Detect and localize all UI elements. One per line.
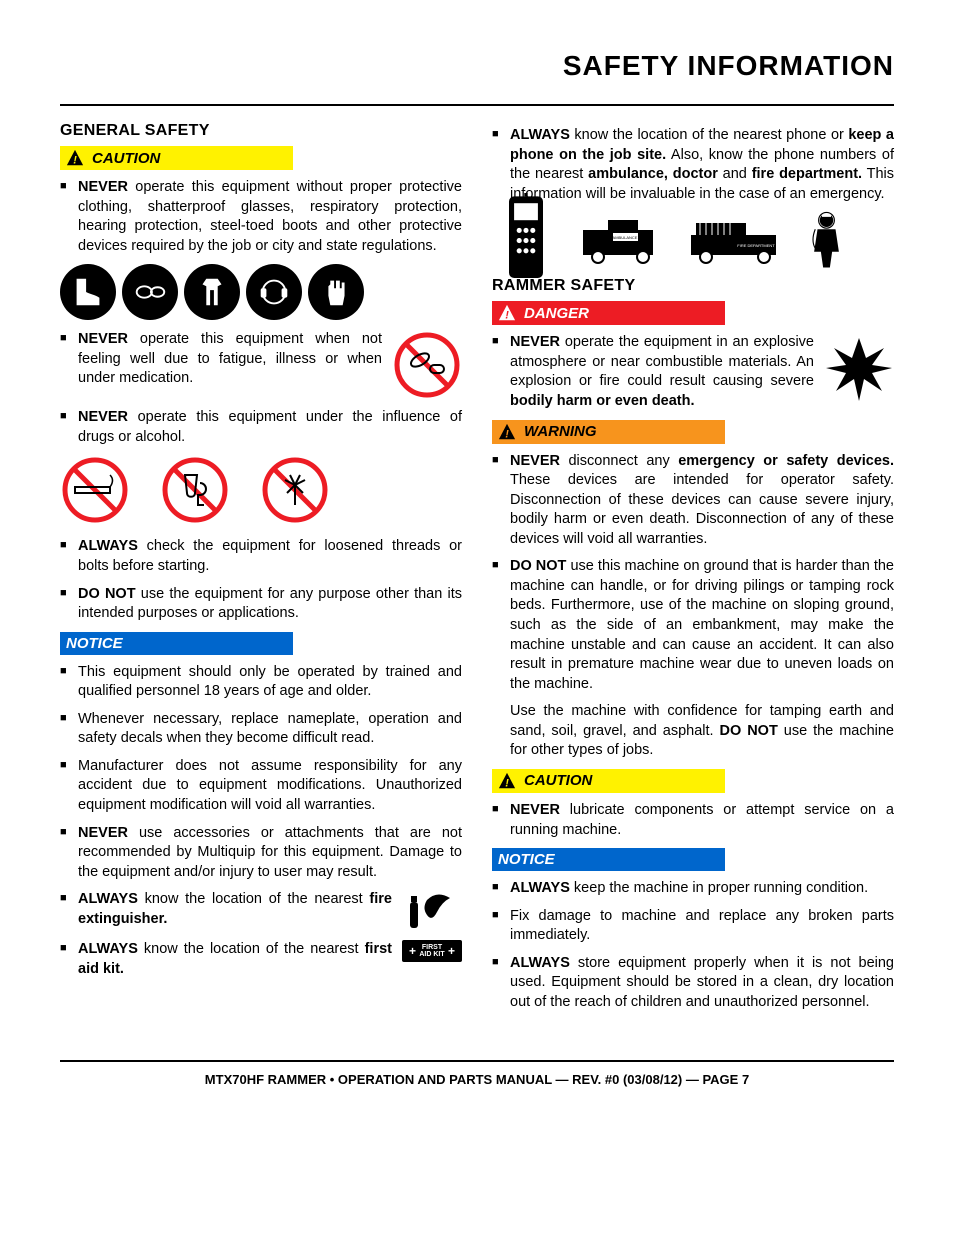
list-item: NEVER use accessories or attachments tha… bbox=[60, 824, 462, 883]
first-aid-icon: +FIRST AID KIT+ bbox=[402, 940, 462, 962]
emergency-services-row: AMBULANCE FIRE DEPARTMENT bbox=[492, 212, 894, 267]
alert-triangle-icon: ! bbox=[66, 149, 84, 167]
no-smoking-icon bbox=[60, 455, 130, 525]
alert-triangle-icon: ! bbox=[498, 423, 516, 441]
caution-bar: ! CAUTION bbox=[60, 146, 293, 170]
doctor-icon bbox=[804, 212, 849, 267]
list-item: Manufacturer does not assume responsibil… bbox=[60, 757, 462, 816]
phone-icon bbox=[492, 212, 560, 267]
caution-label: CAUTION bbox=[92, 150, 160, 167]
list-item: ALWAYS know the location of the nearest … bbox=[60, 890, 462, 932]
left-column: GENERAL SAFETY ! CAUTION NEVER operate t… bbox=[60, 118, 462, 1020]
hearing-icon bbox=[246, 264, 302, 320]
ambulance-icon: AMBULANCE bbox=[578, 212, 668, 267]
list-item: Use the machine with confidence for tamp… bbox=[492, 702, 894, 761]
list-item: NEVER operate this equipment when not fe… bbox=[60, 330, 462, 400]
warning-bar: ! WARNING bbox=[492, 420, 725, 444]
list-item: NEVER disconnect any emergency or safety… bbox=[492, 452, 894, 550]
fatigue-list: NEVER operate this equipment when not fe… bbox=[60, 330, 462, 447]
list-item: ALWAYS know the location of the nearest … bbox=[492, 126, 894, 204]
caution-label: CAUTION bbox=[524, 772, 592, 789]
danger-bar: ! DANGER bbox=[492, 301, 725, 325]
notice-bar: NOTICE bbox=[60, 632, 293, 655]
danger-list: NEVER operate the equipment in an explos… bbox=[492, 333, 894, 411]
caution-list-right: NEVER lubricate components or attempt se… bbox=[492, 801, 894, 840]
general-safety-heading: GENERAL SAFETY bbox=[60, 122, 462, 140]
title-rule bbox=[60, 104, 894, 106]
notice-label: NOTICE bbox=[498, 851, 555, 868]
caution-bar-right: ! CAUTION bbox=[492, 769, 725, 793]
list-item: This equipment should only be operated b… bbox=[60, 663, 462, 702]
notice-bar-right: NOTICE bbox=[492, 848, 725, 871]
glove-icon bbox=[308, 264, 364, 320]
footer: MTX70HF RAMMER • OPERATION AND PARTS MAN… bbox=[60, 1062, 894, 1087]
svg-text:AMBULANCE: AMBULANCE bbox=[613, 235, 638, 240]
svg-text:!: ! bbox=[73, 154, 77, 166]
boot-icon bbox=[60, 264, 116, 320]
list-item: Whenever necessary, replace nameplate, o… bbox=[60, 710, 462, 749]
glasses-icon bbox=[122, 264, 178, 320]
alert-triangle-icon: ! bbox=[498, 304, 516, 322]
prohibition-row bbox=[60, 455, 462, 525]
list-item: ALWAYS keep the machine in proper runnin… bbox=[492, 879, 894, 899]
no-alcohol-icon bbox=[160, 455, 230, 525]
right-column: ALWAYS know the location of the nearest … bbox=[492, 118, 894, 1020]
content-columns: GENERAL SAFETY ! CAUTION NEVER operate t… bbox=[60, 118, 894, 1020]
explosion-icon bbox=[824, 333, 894, 403]
warning-list: NEVER disconnect any emergency or safety… bbox=[492, 452, 894, 761]
list-item: NEVER operate the equipment in an explos… bbox=[492, 333, 894, 411]
warning-label: WARNING bbox=[524, 423, 597, 440]
alert-triangle-icon: ! bbox=[498, 772, 516, 790]
svg-text:!: ! bbox=[505, 310, 509, 322]
notice-list-right: ALWAYS keep the machine in proper runnin… bbox=[492, 879, 894, 1012]
fire-extinguisher-icon bbox=[402, 890, 462, 932]
list-item: ALWAYS check the equipment for loosened … bbox=[60, 537, 462, 576]
svg-text:!: ! bbox=[505, 777, 509, 789]
svg-text:!: ! bbox=[505, 428, 509, 440]
svg-text:FIRE DEPARTMENT: FIRE DEPARTMENT bbox=[737, 243, 775, 248]
list-item: DO NOT use this machine on ground that i… bbox=[492, 557, 894, 694]
fire-truck-icon: FIRE DEPARTMENT bbox=[686, 212, 786, 267]
list-item: NEVER lubricate components or attempt se… bbox=[492, 801, 894, 840]
list-item: NEVER operate this equipment under the i… bbox=[60, 408, 462, 447]
no-meds-icon bbox=[392, 330, 462, 400]
coverall-icon bbox=[184, 264, 240, 320]
notice-list-left: This equipment should only be operated b… bbox=[60, 663, 462, 980]
after-prohib-list: ALWAYS check the equipment for loosened … bbox=[60, 537, 462, 623]
list-item: +FIRST AID KIT+ ALWAYS know the location… bbox=[60, 940, 462, 979]
caution-list: NEVER operate this equipment without pro… bbox=[60, 178, 462, 256]
list-item: ALWAYS store equipment properly when it … bbox=[492, 954, 894, 1013]
page-title: SAFETY INFORMATION bbox=[60, 50, 894, 90]
ppe-icon-row bbox=[60, 264, 462, 320]
phone-list: ALWAYS know the location of the nearest … bbox=[492, 126, 894, 204]
list-item: DO NOT use the equipment for any purpose… bbox=[60, 585, 462, 624]
danger-label: DANGER bbox=[524, 305, 589, 322]
no-drugs-icon bbox=[260, 455, 330, 525]
list-item: Fix damage to machine and replace any br… bbox=[492, 907, 894, 946]
rammer-safety-heading: RAMMER SAFETY bbox=[492, 277, 894, 295]
notice-label: NOTICE bbox=[66, 635, 123, 652]
list-item: NEVER operate this equipment without pro… bbox=[60, 178, 462, 256]
